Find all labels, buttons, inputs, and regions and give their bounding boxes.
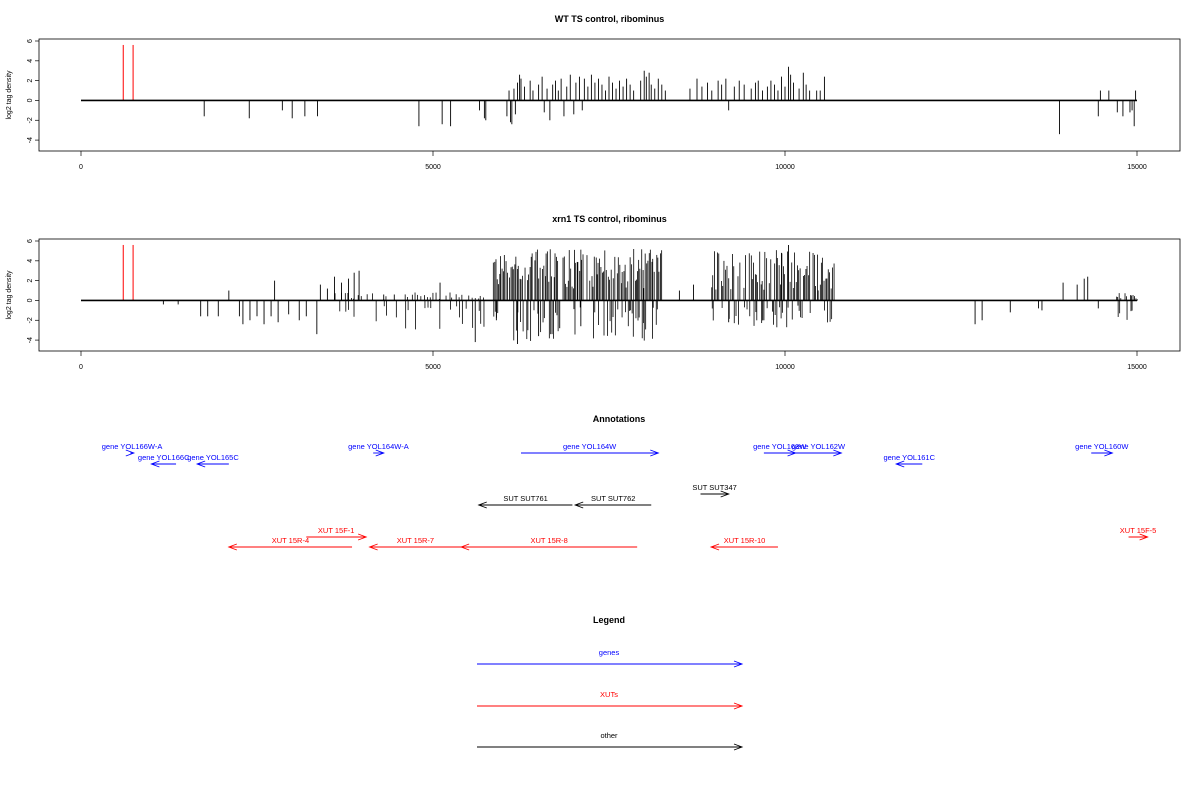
annotation-genes: gene YOL164W-A (348, 442, 409, 457)
annotation-label: gene YOL164W-A (348, 442, 409, 451)
annotation-label: gene YOL161C (883, 453, 935, 462)
y-tick-label: -4 (27, 337, 34, 343)
arrow-head (733, 660, 744, 668)
annotation-xuts: XUT 15R-8 (459, 536, 638, 551)
annotation-label: gene YOL162W (792, 442, 846, 451)
annotation-label: XUT 15R-10 (724, 536, 766, 545)
arrow-head (733, 702, 744, 710)
annotation-xuts: XUT 15R-10 (709, 536, 778, 551)
annotation-label: SUT SUT347 (692, 483, 736, 492)
y-tick-label: -4 (27, 137, 34, 143)
x-tick-label: 15000 (1127, 164, 1147, 171)
x-tick-label: 0 (79, 364, 83, 371)
x-tick-label: 5000 (425, 364, 441, 371)
plot-frame (38, 38, 1181, 152)
arrow-head (709, 543, 720, 551)
arrow-head (150, 460, 160, 468)
annotation-label: SUT SUT761 (503, 494, 547, 503)
y-tick-label: -2 (27, 117, 34, 123)
arrow-head (733, 743, 744, 751)
chart-title: WT TS control, ribominus (555, 14, 665, 24)
y-axis-label: log2 tag density (6, 270, 13, 320)
arrow-head (650, 449, 660, 457)
annotation-genes: gene YOL164W (521, 442, 660, 457)
arrow-head (1139, 533, 1149, 541)
annotation-label: gene YOL160W (1075, 442, 1129, 451)
arrow-head (894, 460, 905, 468)
y-tick-label: 0 (27, 98, 34, 102)
y-tick-label: -2 (27, 317, 34, 323)
annotation-xuts: XUT 15R-4 (227, 536, 353, 551)
annotation-other: SUT SUT761 (477, 494, 573, 509)
y-tick-label: 4 (27, 59, 34, 63)
arrow-head (477, 501, 487, 509)
legend-label: other (600, 731, 618, 740)
legend-label: genes (599, 648, 620, 657)
arrow-head (368, 543, 378, 551)
arrow-head (125, 449, 136, 457)
arrow-head (720, 490, 730, 498)
x-tick-label: 10000 (775, 164, 795, 171)
legend-item: XUTs (477, 690, 744, 710)
y-tick-label: 4 (27, 259, 34, 263)
arrow-head (459, 543, 470, 551)
x-tick-label: 0 (79, 164, 83, 171)
arrow-head (1104, 449, 1114, 457)
legend-item: genes (477, 648, 744, 668)
annotation-label: SUT SUT762 (591, 494, 635, 503)
legend: Legend genes XUTs other (477, 615, 744, 751)
annotation-label: XUT 15F-5 (1120, 526, 1157, 535)
x-tick-label: 10000 (775, 364, 795, 371)
annotation-other: SUT SUT762 (573, 494, 652, 509)
annotations-title: Annotations (593, 414, 646, 424)
x-tick-label: 5000 (425, 164, 441, 171)
y-tick-label: 6 (27, 39, 34, 43)
annotation-genes: gene YOL166C (138, 453, 190, 468)
annotation-label: XUT 15F-1 (318, 526, 355, 535)
arrow-head (833, 449, 843, 457)
x-tick-label: 15000 (1127, 364, 1147, 371)
arrow-head (227, 543, 237, 551)
annotation-genes: gene YOL161C (883, 453, 936, 468)
annotation-xuts: XUT 15F-5 (1120, 526, 1157, 541)
legend-label: XUTs (600, 690, 618, 699)
arrow-head (375, 449, 386, 457)
plot-frame (38, 238, 1181, 352)
annotation-other: SUT SUT347 (692, 483, 737, 498)
annotation-genes: gene YOL166W-A (102, 442, 163, 457)
annotation-genes: gene YOL162W (792, 442, 846, 457)
y-axis-label: log2 tag density (6, 70, 13, 120)
annotation-genes: gene YOL165C (187, 453, 239, 468)
annotation-label: gene YOL166W-A (102, 442, 163, 451)
arrow-head (357, 533, 368, 541)
annotation-xuts: XUT 15R-7 (368, 536, 462, 551)
chart-title: xrn1 TS control, ribominus (552, 214, 667, 224)
legend-item: other (477, 731, 744, 751)
track-panel-2: xrn1 TS control, ribominus 6 4 2 0 -2 -4 log2 t… (6, 214, 1181, 371)
arrow-head (573, 501, 584, 509)
legend-title: Legend (593, 615, 625, 625)
annotation-label: XUT 15R-4 (272, 536, 309, 545)
annotation-label: XUT 15R-7 (397, 536, 434, 545)
track-panel-1: WT TS control, ribominus 6 4 2 0 -2 -4 log2 tag… (6, 14, 1181, 171)
y-tick-label: 2 (27, 279, 34, 283)
y-tick-label: 2 (27, 79, 34, 83)
annotation-label: gene YOL166C (138, 453, 190, 462)
y-tick-label: 6 (27, 239, 34, 243)
y-tick-label: 0 (27, 298, 34, 302)
annotation-xuts: XUT 15F-1 (306, 526, 368, 541)
annotation-genes: gene YOL160W (1075, 442, 1129, 457)
annotation-label: gene YOL163W (753, 442, 807, 451)
annotation-label: XUT 15R-8 (530, 536, 567, 545)
annotation-label: gene YOL165C (187, 453, 239, 462)
annotation-label: gene YOL164W (563, 442, 617, 451)
arrow-head (195, 460, 206, 468)
